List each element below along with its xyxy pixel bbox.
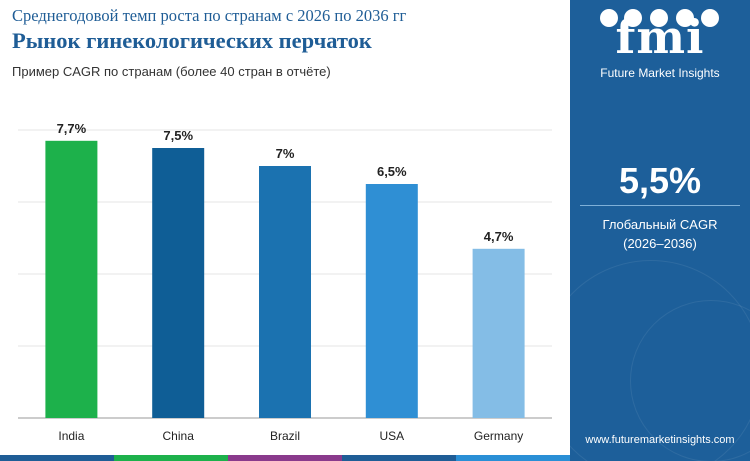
footer-segment	[0, 455, 114, 461]
footer-color-bar	[0, 455, 570, 461]
bar-germany	[472, 248, 525, 418]
footer-segment	[342, 455, 456, 461]
chart-note: Пример CAGR по странам (более 40 стран в…	[12, 64, 331, 79]
bar-chart: 7,7% 7,5% 7% 6,5% 4,7% India China Brazil USA Ge…	[18, 121, 552, 443]
value-label: 7,7%	[57, 121, 87, 136]
fmi-logo: fmi Future Market Insights	[570, 0, 750, 92]
global-cagr-period: (2026–2036)	[623, 236, 697, 251]
bars	[45, 140, 525, 419]
bar-china	[152, 148, 205, 418]
footer-segment	[228, 455, 342, 461]
value-labels: 7,7% 7,5% 7% 6,5% 4,7%	[57, 121, 514, 244]
category-label: Germany	[474, 429, 523, 443]
logo-wordmark: fmi	[615, 10, 705, 64]
value-label: 6,5%	[377, 164, 407, 179]
value-label: 4,7%	[484, 229, 514, 244]
value-label: 7%	[276, 146, 295, 161]
category-label: USA	[379, 429, 404, 443]
logo-tagline: Future Market Insights	[600, 66, 720, 80]
category-label: Brazil	[270, 429, 300, 443]
bar-india	[45, 140, 98, 419]
footer-segment	[114, 455, 228, 461]
divider	[580, 205, 740, 206]
global-cagr-value: 5,5%	[618, 160, 702, 201]
bar-brazil	[259, 166, 311, 418]
chart-subtitle: Среднегодовой темп роста по странам с 20…	[12, 6, 407, 25]
footer-segment	[456, 455, 570, 461]
decor-circle	[570, 260, 750, 461]
global-cagr-label: Глобальный CAGR	[602, 217, 718, 232]
category-label: China	[163, 429, 195, 443]
sidebar-panel: fmi Future Market Insights 5,5% Глобальн…	[570, 0, 750, 461]
category-labels: India China Brazil USA Germany	[58, 429, 523, 443]
category-label: India	[58, 429, 84, 443]
bar-usa	[365, 184, 418, 418]
website-link[interactable]: www.futuremarketinsights.com	[585, 434, 735, 446]
globe-dots-icon	[600, 9, 719, 27]
value-label: 7,5%	[163, 128, 193, 143]
chart-title: Рынок гинекологических перчаток	[12, 28, 372, 53]
